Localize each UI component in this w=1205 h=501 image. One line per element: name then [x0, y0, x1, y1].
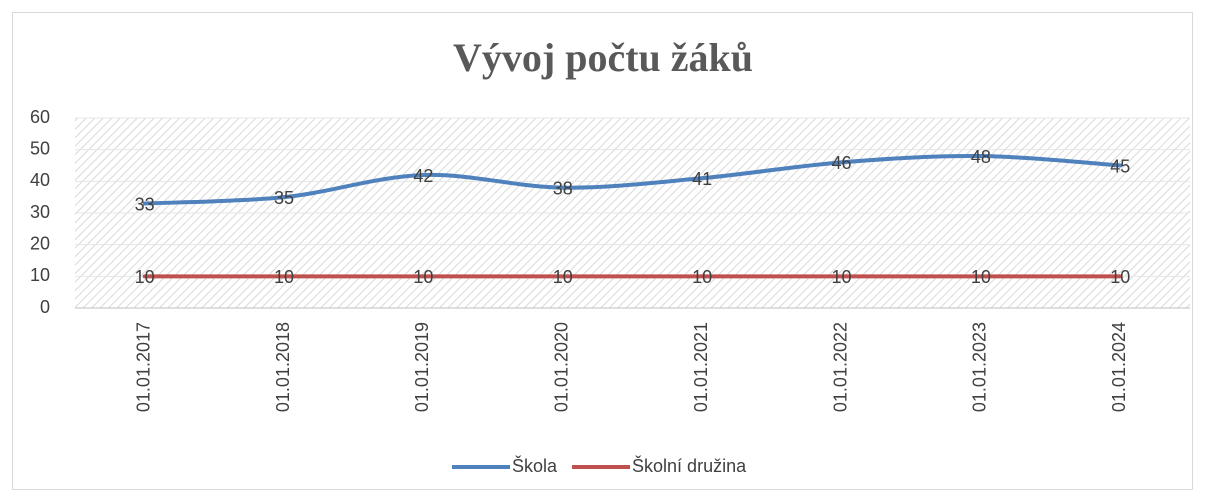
data-label: 42	[413, 166, 433, 186]
y-tick-label: 0	[40, 297, 50, 317]
data-label: 10	[135, 267, 155, 287]
y-tick-label: 60	[30, 107, 50, 127]
data-label: 46	[832, 153, 852, 173]
y-tick-label: 40	[30, 170, 50, 190]
data-label: 38	[553, 178, 573, 198]
y-tick-label: 20	[30, 233, 50, 253]
data-label: 35	[274, 188, 294, 208]
x-tick-label: 01.01.2023	[970, 322, 990, 412]
x-tick-label: 01.01.2019	[412, 322, 432, 412]
x-tick-label: 01.01.2018	[273, 322, 293, 412]
data-label: 10	[413, 267, 433, 287]
y-tick-label: 10	[30, 265, 50, 285]
data-label: 45	[1110, 156, 1130, 176]
x-tick-label: 01.01.2024	[1109, 322, 1129, 412]
data-label: 41	[692, 169, 712, 189]
x-tick-label: 01.01.2020	[552, 322, 572, 412]
series-line	[142, 153, 1123, 206]
data-label: 10	[832, 267, 852, 287]
chart-title: Vývoj počtu žáků	[453, 35, 753, 80]
data-label: 48	[971, 147, 991, 167]
data-label: 10	[1110, 267, 1130, 287]
data-label: 10	[553, 267, 573, 287]
legend-label: Škola	[512, 455, 558, 476]
x-tick-label: 01.01.2021	[691, 322, 711, 412]
x-tick-label: 01.01.2022	[830, 322, 850, 412]
data-label: 10	[971, 267, 991, 287]
data-label: 33	[135, 194, 155, 214]
y-tick-label: 30	[30, 202, 50, 222]
legend-label: Školní družina	[632, 455, 747, 476]
data-label: 10	[274, 267, 294, 287]
data-label: 10	[692, 267, 712, 287]
y-tick-label: 50	[30, 138, 50, 158]
x-tick-label: 01.01.2017	[133, 322, 153, 412]
